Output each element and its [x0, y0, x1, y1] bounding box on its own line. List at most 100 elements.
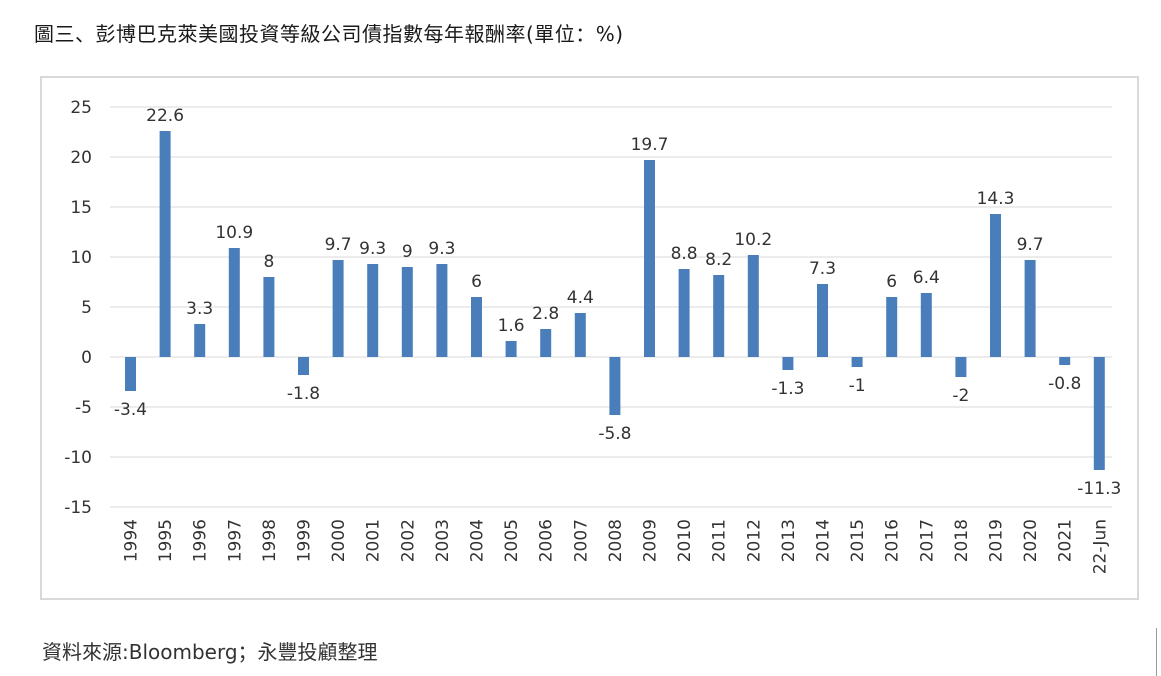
bar	[886, 297, 898, 357]
x-tick-label: 2001	[364, 519, 384, 562]
y-tick-label: -15	[64, 498, 92, 518]
x-tick-label: 2015	[848, 519, 868, 562]
data-label: -2	[952, 386, 969, 406]
x-tick-label: 2003	[433, 519, 453, 562]
data-label: 9	[402, 242, 413, 262]
data-label: 2.8	[532, 304, 559, 324]
data-label: 6.4	[913, 268, 940, 288]
x-tick-label: 1995	[156, 519, 176, 562]
x-tick-label: 2016	[883, 519, 903, 562]
x-tick-label: 2013	[779, 519, 799, 562]
chart-title: 圖三、彭博巴克萊美國投資等級公司債指數每年報酬率(單位：%)	[34, 22, 624, 46]
x-tick-label: 2010	[675, 519, 695, 562]
bar	[263, 277, 275, 357]
bar	[851, 357, 863, 367]
chart-frame: 25 20 15 10 5 0 -5 -10 -15 -3.4 1994 22.6 1995 3.3 199…	[40, 76, 1139, 600]
bar	[1024, 260, 1036, 357]
bar	[401, 267, 413, 357]
bar	[955, 357, 967, 377]
data-label: 8.2	[705, 250, 732, 270]
x-tick-label: 1998	[260, 519, 280, 562]
edge-divider	[1156, 628, 1160, 676]
data-label: 8	[263, 252, 274, 272]
x-tick-label: 2008	[606, 519, 626, 562]
bar	[228, 248, 240, 357]
data-label: -1.8	[287, 384, 320, 404]
data-label: 6	[886, 272, 897, 292]
bar	[713, 275, 725, 357]
y-tick-label: 15	[70, 198, 92, 218]
x-tick-label: 2004	[468, 519, 488, 562]
bar	[990, 214, 1001, 357]
x-tick-label: 1997	[225, 519, 245, 562]
data-label: 19.7	[631, 135, 669, 155]
data-label: -5.8	[598, 424, 631, 444]
y-tick-label: 20	[70, 148, 92, 168]
bar	[920, 293, 932, 357]
bar	[1059, 357, 1071, 365]
data-label: -3.4	[114, 400, 147, 420]
data-label: 10.9	[215, 223, 253, 243]
data-label: 22.6	[146, 106, 184, 126]
bar	[678, 269, 690, 357]
y-tick-label: -10	[64, 448, 92, 468]
bar	[782, 357, 794, 370]
data-label: 9.3	[428, 239, 455, 259]
data-label: 7.3	[809, 259, 836, 279]
data-label: 9.7	[1017, 235, 1044, 255]
x-tick-label: 2007	[571, 519, 591, 562]
bar	[574, 313, 586, 357]
data-label: -0.8	[1048, 374, 1081, 394]
x-tick-label: 2012	[744, 519, 764, 562]
bar-chart: 2520151050-5-10-15-3.4199422.619953.3199…	[64, 98, 1121, 574]
source-note: 資料來源:Bloomberg；永豐投顧整理	[42, 640, 378, 664]
x-tick-label: 2017	[917, 519, 937, 562]
y-tick-label: 5	[81, 298, 92, 318]
bar	[609, 357, 621, 415]
data-label: 9.7	[325, 235, 352, 255]
data-label: 9.3	[359, 239, 386, 259]
x-tick-label: 1999	[295, 519, 315, 562]
x-tick-label: 2021	[1056, 519, 1076, 562]
x-tick-label: 2002	[398, 519, 418, 562]
x-tick-label: 1994	[122, 519, 142, 562]
data-label: 8.8	[671, 244, 698, 264]
bar	[540, 329, 552, 357]
bar	[1093, 357, 1105, 470]
data-label: 14.3	[977, 189, 1015, 209]
bar	[471, 297, 482, 357]
data-label: -1.3	[771, 379, 804, 399]
x-tick-label: 2006	[537, 519, 557, 562]
y-tick-label: 25	[70, 98, 92, 118]
y-tick-label: 10	[70, 248, 92, 268]
x-tick-label: 2009	[641, 519, 661, 562]
x-tick-label: 2011	[710, 519, 730, 562]
bar	[817, 284, 828, 357]
x-tick-label: 2018	[952, 519, 972, 562]
bar	[125, 357, 136, 391]
data-label: 6	[471, 272, 482, 292]
data-label: 4.4	[567, 288, 594, 308]
data-label: 1.6	[498, 316, 525, 336]
bar	[194, 324, 206, 357]
bar	[436, 264, 448, 357]
bar	[159, 131, 171, 357]
data-label: 3.3	[186, 299, 213, 319]
bar	[298, 357, 309, 375]
x-tick-label: 2020	[1021, 519, 1041, 562]
data-label: 10.2	[734, 230, 772, 250]
bar	[505, 341, 517, 357]
x-tick-label: 2005	[502, 519, 522, 562]
bar	[367, 264, 379, 357]
data-label: -11.3	[1077, 479, 1121, 499]
bar	[747, 255, 759, 357]
y-tick-label: 0	[81, 348, 92, 368]
data-label: -1	[849, 376, 866, 396]
x-tick-label: 1996	[191, 519, 211, 562]
x-tick-label: 2014	[814, 519, 834, 562]
x-tick-label: 2000	[329, 519, 349, 562]
bar	[332, 260, 344, 357]
x-tick-label: 22-Jun	[1090, 519, 1110, 574]
y-tick-label: -5	[75, 398, 92, 418]
x-tick-label: 2019	[987, 519, 1007, 562]
